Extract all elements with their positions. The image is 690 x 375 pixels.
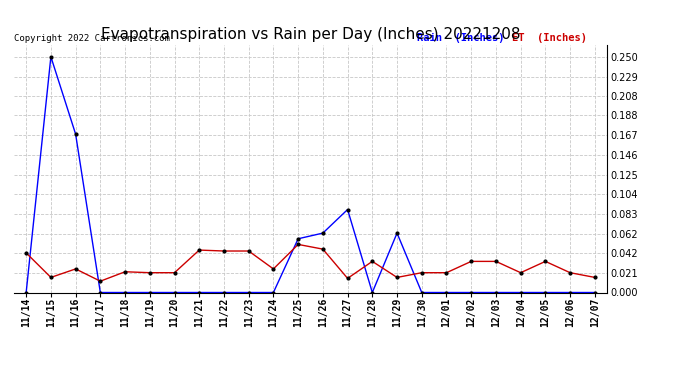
Text: ET  (Inches): ET (Inches) xyxy=(512,33,587,42)
Text: Copyright 2022 Cartronics.com: Copyright 2022 Cartronics.com xyxy=(14,33,170,42)
Text: Rain  (Inches): Rain (Inches) xyxy=(417,33,505,42)
Title: Evapotranspiration vs Rain per Day (Inches) 20221208: Evapotranspiration vs Rain per Day (Inch… xyxy=(101,27,520,42)
